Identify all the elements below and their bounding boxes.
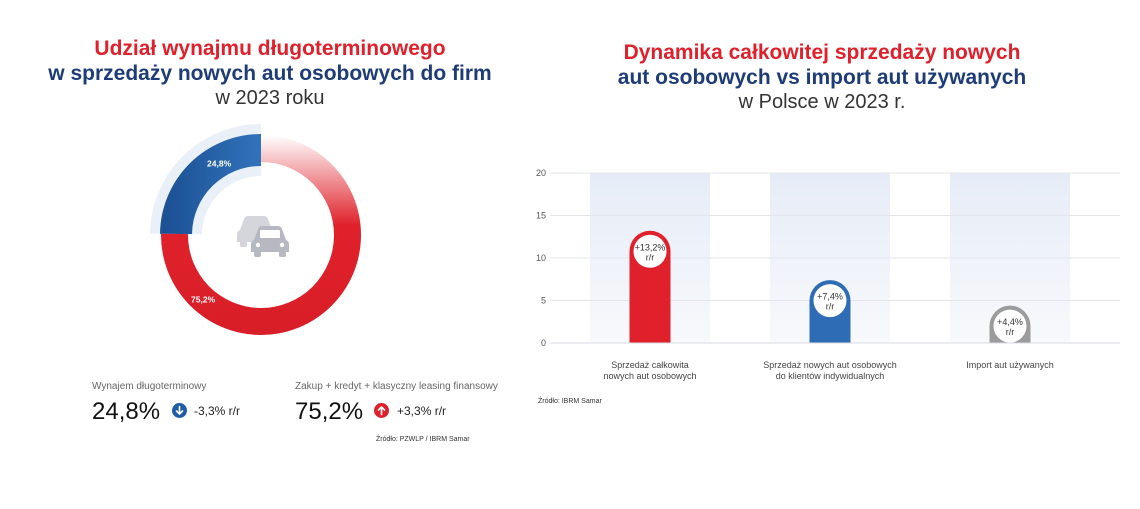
stat-label-purchase: Zakup + kredyt + klasyczny leasing finan… <box>295 381 498 392</box>
arrow-up-icon <box>374 403 389 423</box>
bar-label-badge-2 <box>813 284 847 318</box>
right-source: Źródło: IBRM Samar <box>538 398 602 405</box>
stat-change-purchase: +3,3% r/r <box>397 404 447 418</box>
left-source: Źródło: PZWLP / IBRM Samar <box>376 436 470 443</box>
x-category-label: nowych aut osobowych <box>603 371 696 381</box>
stat-label-rental: Wynajem długoterminowy <box>92 381 207 392</box>
y-tick-label: 5 <box>541 296 546 306</box>
bar-value-unit-3: r/r <box>1006 327 1015 337</box>
right-title-line3: w Polsce w 2023 r. <box>738 91 906 113</box>
y-tick-label: 10 <box>536 253 546 263</box>
y-tick-label: 20 <box>536 168 546 178</box>
stat-value-rental: 24,8% <box>92 398 161 425</box>
cars-icon <box>237 216 289 257</box>
donut-slice-1 <box>160 134 261 235</box>
x-category-label: Import aut używanych <box>966 360 1054 370</box>
bar-label-badge-1 <box>633 234 667 268</box>
bar-value-unit-2: r/r <box>826 302 835 312</box>
donut-label-1: 24,8% <box>207 158 232 168</box>
stat-change-rental: -3,3% r/r <box>194 404 241 418</box>
x-category-label: Sprzedaż całkowita <box>611 360 689 370</box>
bar-value-label-2: +7,4% <box>817 292 843 302</box>
y-tick-label: 0 <box>541 338 546 348</box>
left-chart-title: Udział wynajmu długoterminowego w sprzed… <box>20 36 520 111</box>
y-tick-label: 15 <box>536 211 546 221</box>
right-chart-title: Dynamika całkowitej sprzedaży nowych aut… <box>532 40 1112 115</box>
left-title-line1: Udział wynajmu długoterminowego <box>94 37 446 60</box>
left-title-line2: w sprzedaży nowych aut osobowych do firm <box>48 62 492 85</box>
left-title-line3: w 2023 roku <box>215 87 325 109</box>
right-title-line1: Dynamika całkowitej sprzedaży nowych <box>623 41 1021 64</box>
bar-value-unit-1: r/r <box>646 252 655 262</box>
bar-value-label-3: +4,4% <box>997 317 1023 327</box>
donut-chart: 24,8% 75,2% <box>150 124 361 335</box>
x-category-label: do klientów indywidualnych <box>776 371 885 381</box>
stat-value-purchase: 75,2% <box>295 398 364 425</box>
donut-label-2: 75,2% <box>191 294 216 304</box>
arrow-down-icon <box>172 403 187 423</box>
right-title-line2: aut osobowych vs import aut używanych <box>617 66 1027 89</box>
bar-value-label-1: +13,2% <box>635 242 666 252</box>
x-category-label: Sprzedaż nowych aut osobowych <box>763 360 897 370</box>
bar-label-badge-3 <box>993 309 1027 343</box>
